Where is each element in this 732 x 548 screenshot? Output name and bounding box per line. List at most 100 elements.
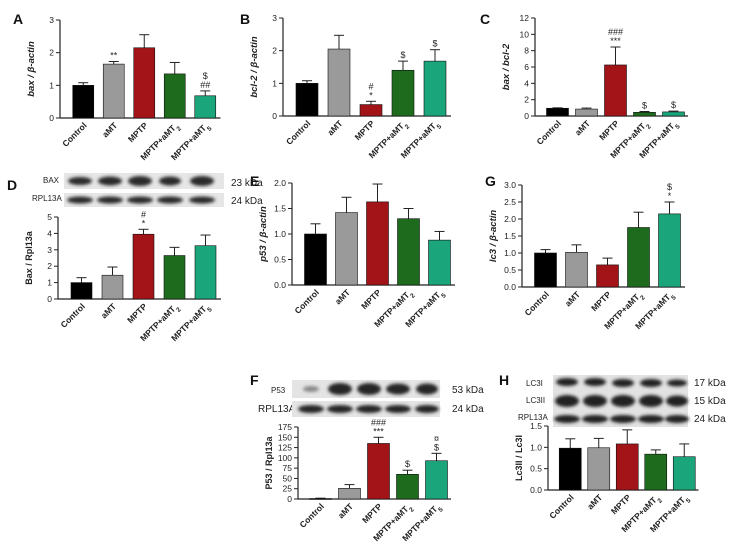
blot-band [638, 415, 664, 423]
y-tick-label: 2 [524, 95, 529, 105]
y-axis-label: Bax / Rpl13a [24, 230, 34, 285]
y-tick-label: 2 [47, 261, 52, 271]
significance-marker: $ [405, 459, 410, 469]
y-tick-label: 50 [283, 473, 293, 483]
panel-label-F: F [250, 372, 259, 388]
bar [627, 227, 650, 288]
y-tick-label: 1.5 [504, 231, 516, 241]
category-label: MPTP [609, 492, 633, 516]
category-label: Control [284, 118, 312, 146]
y-tick-label: 1.5 [274, 204, 286, 214]
bar [425, 460, 448, 500]
y-tick-label: 150 [278, 432, 292, 442]
chart-C: 0 2 4 6 8 10 12 bax / bcl-2 Control aMT ***### MPTP… [501, 13, 688, 160]
blot-band [98, 176, 122, 186]
y-axis-label: bax / bcl-2 [501, 43, 512, 90]
significance-marker: * [142, 218, 146, 228]
panel-label-C: C [480, 11, 490, 27]
y-tick-label: 1.0 [530, 442, 542, 452]
y-tick-label: 0 [287, 494, 292, 504]
y-tick-label: 2.5 [504, 197, 516, 207]
bar [163, 73, 186, 119]
panel-label-E: E [250, 173, 259, 189]
bar [396, 474, 419, 500]
blot-band [555, 395, 579, 407]
blot-label-lc3i: LC3I [526, 379, 543, 388]
blot-label-rpl13a: RPL13A [32, 194, 62, 203]
y-tick-label: 0.5 [530, 464, 542, 474]
y-tick-label: 0 [47, 294, 52, 304]
y-tick-label: 2.0 [504, 214, 516, 224]
significance-marker: $ [203, 71, 208, 81]
blot-kda-lc3ii: 15 kDa [694, 396, 726, 407]
y-tick-label: 1 [272, 78, 277, 88]
blot-band [582, 415, 608, 423]
blot-band [127, 196, 153, 204]
blot-kda-bax: 23 kDa [231, 178, 263, 189]
category-label: Control [58, 301, 86, 329]
blot-band [554, 415, 580, 423]
blot-kda-rpl13a: 24 kDa [452, 404, 484, 415]
category-label: MPTP [126, 120, 150, 144]
y-tick-label: 3 [47, 245, 52, 255]
blot-band [639, 395, 663, 407]
y-tick-label: 3 [272, 13, 277, 23]
blot-band [611, 395, 635, 407]
y-tick-label: 0 [49, 113, 54, 123]
y-tick-label: 1 [49, 80, 54, 90]
y-tick-label: 3.0 [504, 180, 516, 190]
y-tick-label: 175 [278, 422, 292, 432]
blot-band [328, 383, 352, 395]
bar [565, 252, 588, 288]
y-tick-label: 12 [520, 13, 530, 23]
significance-marker: ** [110, 50, 118, 60]
y-axis-label: p53 / β-actin [258, 206, 269, 263]
category-label: Control [292, 287, 320, 315]
significance-marker: ¤ [434, 433, 439, 443]
blot-band [386, 383, 410, 395]
blot-band [416, 383, 438, 395]
category-label: Control [60, 120, 88, 148]
bar [72, 85, 95, 119]
y-tick-label: 25 [283, 484, 293, 494]
western-blot-F: P53 RPL13A 53 kDa 24 kDa [258, 380, 484, 417]
bar [615, 443, 639, 491]
blot-band [159, 176, 181, 186]
blot-band [298, 405, 324, 413]
bar [335, 212, 358, 286]
blot-band [667, 379, 687, 387]
significance-marker: *** [373, 426, 384, 436]
blot-band [610, 415, 636, 423]
y-tick-label: 8 [524, 46, 529, 56]
bar [359, 104, 383, 117]
bar [423, 60, 447, 117]
blot-kda-lc3i: 17 kDa [694, 378, 726, 389]
bar [587, 447, 611, 491]
bar [672, 456, 696, 491]
category-label: aMT [585, 492, 605, 512]
blot-band [189, 196, 215, 204]
significance-marker: * [369, 90, 373, 100]
y-tick-label: 10 [520, 29, 530, 39]
bar [397, 218, 420, 286]
category-label: aMT [325, 118, 345, 138]
bar [194, 95, 217, 119]
blot-band [385, 405, 411, 413]
category-label: Control [547, 492, 575, 520]
chart-G: 0.0 0.5 1.0 1.5 2.0 2.5 3.0 lc3 / β-actin Contro… [488, 180, 685, 331]
category-label: Control [534, 118, 562, 146]
blot-band [67, 196, 93, 204]
y-tick-label: 1.0 [504, 248, 516, 258]
y-tick-label: 1.5 [530, 421, 542, 431]
panel-label-A: A [13, 11, 23, 27]
significance-marker: $ [434, 442, 439, 452]
blot-kda-p53: 53 kDa [452, 385, 484, 396]
blot-band [584, 378, 606, 386]
bar [534, 252, 557, 288]
significance-marker: * [668, 191, 672, 201]
y-tick-label: 0.5 [274, 255, 286, 265]
category-label: aMT [333, 287, 353, 307]
